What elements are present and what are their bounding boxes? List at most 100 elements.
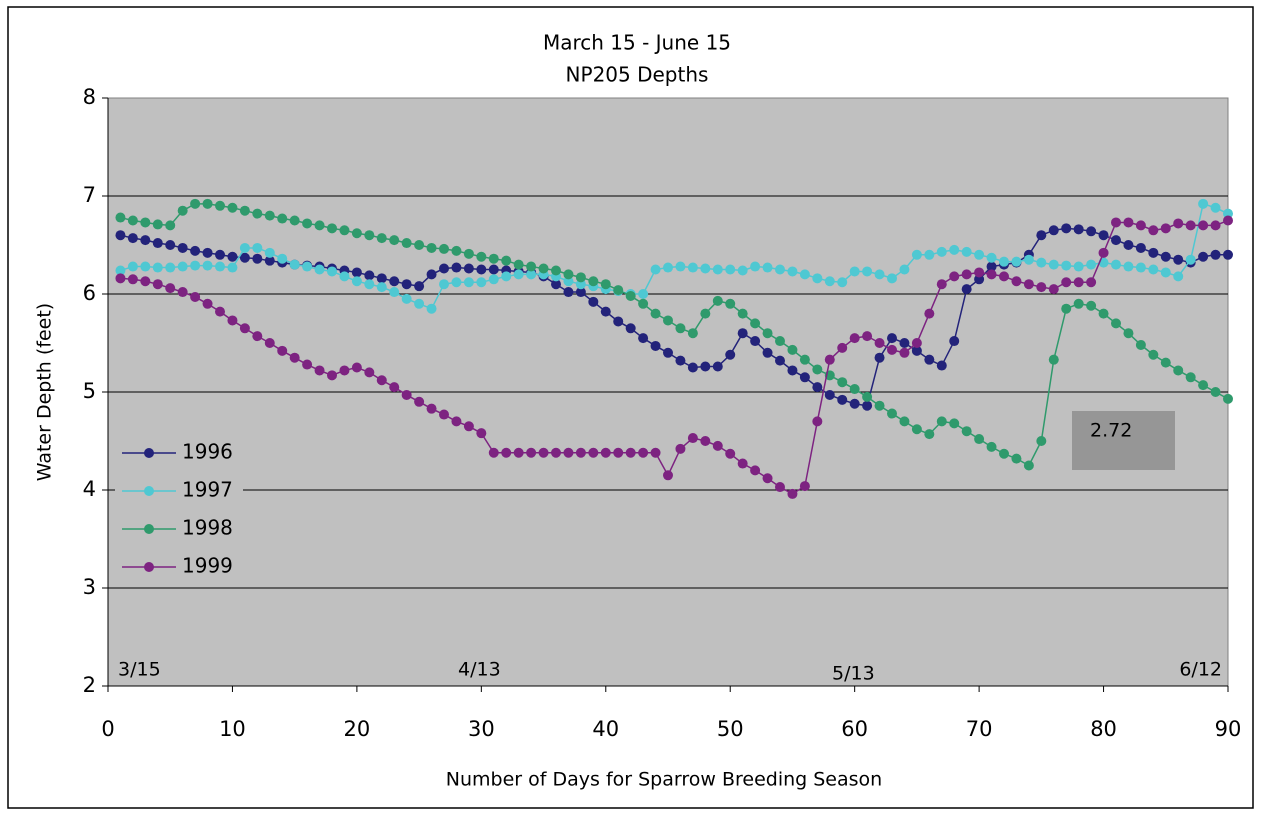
y-tick-label: 8 — [83, 85, 96, 109]
data-point — [252, 242, 263, 253]
data-point — [961, 284, 972, 295]
data-point — [152, 219, 163, 230]
data-point — [663, 470, 673, 481]
data-point — [202, 260, 213, 271]
data-point — [1198, 198, 1209, 209]
data-point — [663, 262, 673, 273]
data-point — [252, 253, 263, 264]
data-point — [152, 279, 163, 290]
data-point — [762, 347, 773, 358]
data-point — [140, 276, 151, 287]
legend-marker — [144, 486, 154, 496]
data-point — [775, 336, 785, 347]
data-point — [687, 362, 698, 373]
data-point — [401, 238, 412, 249]
data-point — [737, 265, 748, 276]
data-point — [687, 433, 698, 444]
data-point — [974, 434, 985, 445]
data-point — [1185, 220, 1196, 231]
data-point — [202, 198, 213, 209]
data-point — [849, 333, 860, 344]
data-point — [862, 400, 873, 411]
data-point — [289, 215, 300, 226]
data-point — [463, 421, 474, 432]
data-point — [924, 429, 935, 440]
data-point — [476, 264, 487, 275]
data-point — [190, 260, 201, 271]
data-point — [762, 473, 773, 484]
data-point — [787, 344, 798, 355]
data-point — [787, 266, 798, 277]
data-point — [476, 251, 487, 262]
data-point — [414, 298, 425, 309]
data-point — [575, 287, 586, 298]
data-point — [799, 269, 810, 280]
data-point — [949, 271, 960, 282]
data-point — [663, 347, 673, 358]
data-point — [140, 261, 151, 272]
data-point — [127, 233, 138, 244]
data-point — [824, 276, 835, 287]
data-point — [376, 375, 387, 386]
data-point — [1073, 277, 1084, 288]
data-point — [414, 240, 425, 250]
data-point — [227, 251, 238, 262]
annotation: 3/15 — [118, 659, 161, 681]
data-point — [1210, 249, 1221, 260]
data-point — [190, 245, 201, 256]
data-point — [700, 436, 711, 446]
data-point — [862, 266, 873, 277]
data-point — [936, 279, 947, 290]
data-point — [215, 200, 225, 211]
data-point — [700, 308, 711, 319]
data-point — [712, 295, 723, 306]
data-point — [974, 274, 985, 285]
data-point — [277, 345, 288, 356]
data-point — [339, 225, 350, 236]
data-point — [463, 277, 474, 288]
data-point — [177, 287, 188, 298]
data-point — [1036, 257, 1047, 268]
data-point — [1036, 230, 1047, 241]
data-point — [165, 240, 176, 250]
data-point — [563, 447, 574, 458]
data-point — [712, 264, 723, 275]
data-point — [177, 205, 188, 216]
data-point — [849, 384, 860, 395]
x-tick-label: 30 — [468, 717, 495, 741]
data-point — [115, 230, 126, 241]
data-point — [165, 220, 176, 231]
data-point — [190, 291, 201, 302]
data-point — [526, 447, 537, 458]
data-point — [476, 277, 487, 288]
data-point — [837, 394, 848, 405]
data-point — [887, 344, 897, 355]
data-point — [264, 255, 275, 266]
data-point — [202, 298, 213, 309]
data-point — [551, 447, 561, 458]
data-point — [215, 261, 225, 272]
data-point — [389, 276, 400, 287]
data-point — [638, 333, 649, 344]
data-point — [426, 269, 437, 280]
data-point — [874, 269, 885, 280]
data-point — [327, 266, 337, 277]
data-point — [1160, 357, 1171, 368]
data-point — [1061, 303, 1072, 314]
annotation-box — [1072, 411, 1175, 470]
data-point — [600, 279, 611, 290]
data-point — [974, 267, 985, 278]
data-point — [127, 261, 138, 272]
data-point — [451, 245, 462, 256]
data-point — [849, 398, 860, 409]
data-point — [924, 354, 935, 365]
data-point — [439, 263, 449, 274]
data-point — [625, 290, 636, 301]
legend-marker — [144, 562, 154, 572]
data-point — [675, 443, 686, 454]
data-point — [737, 328, 748, 339]
data-point — [401, 293, 412, 304]
data-point — [899, 264, 910, 275]
data-point — [613, 447, 624, 458]
data-point — [538, 447, 549, 458]
